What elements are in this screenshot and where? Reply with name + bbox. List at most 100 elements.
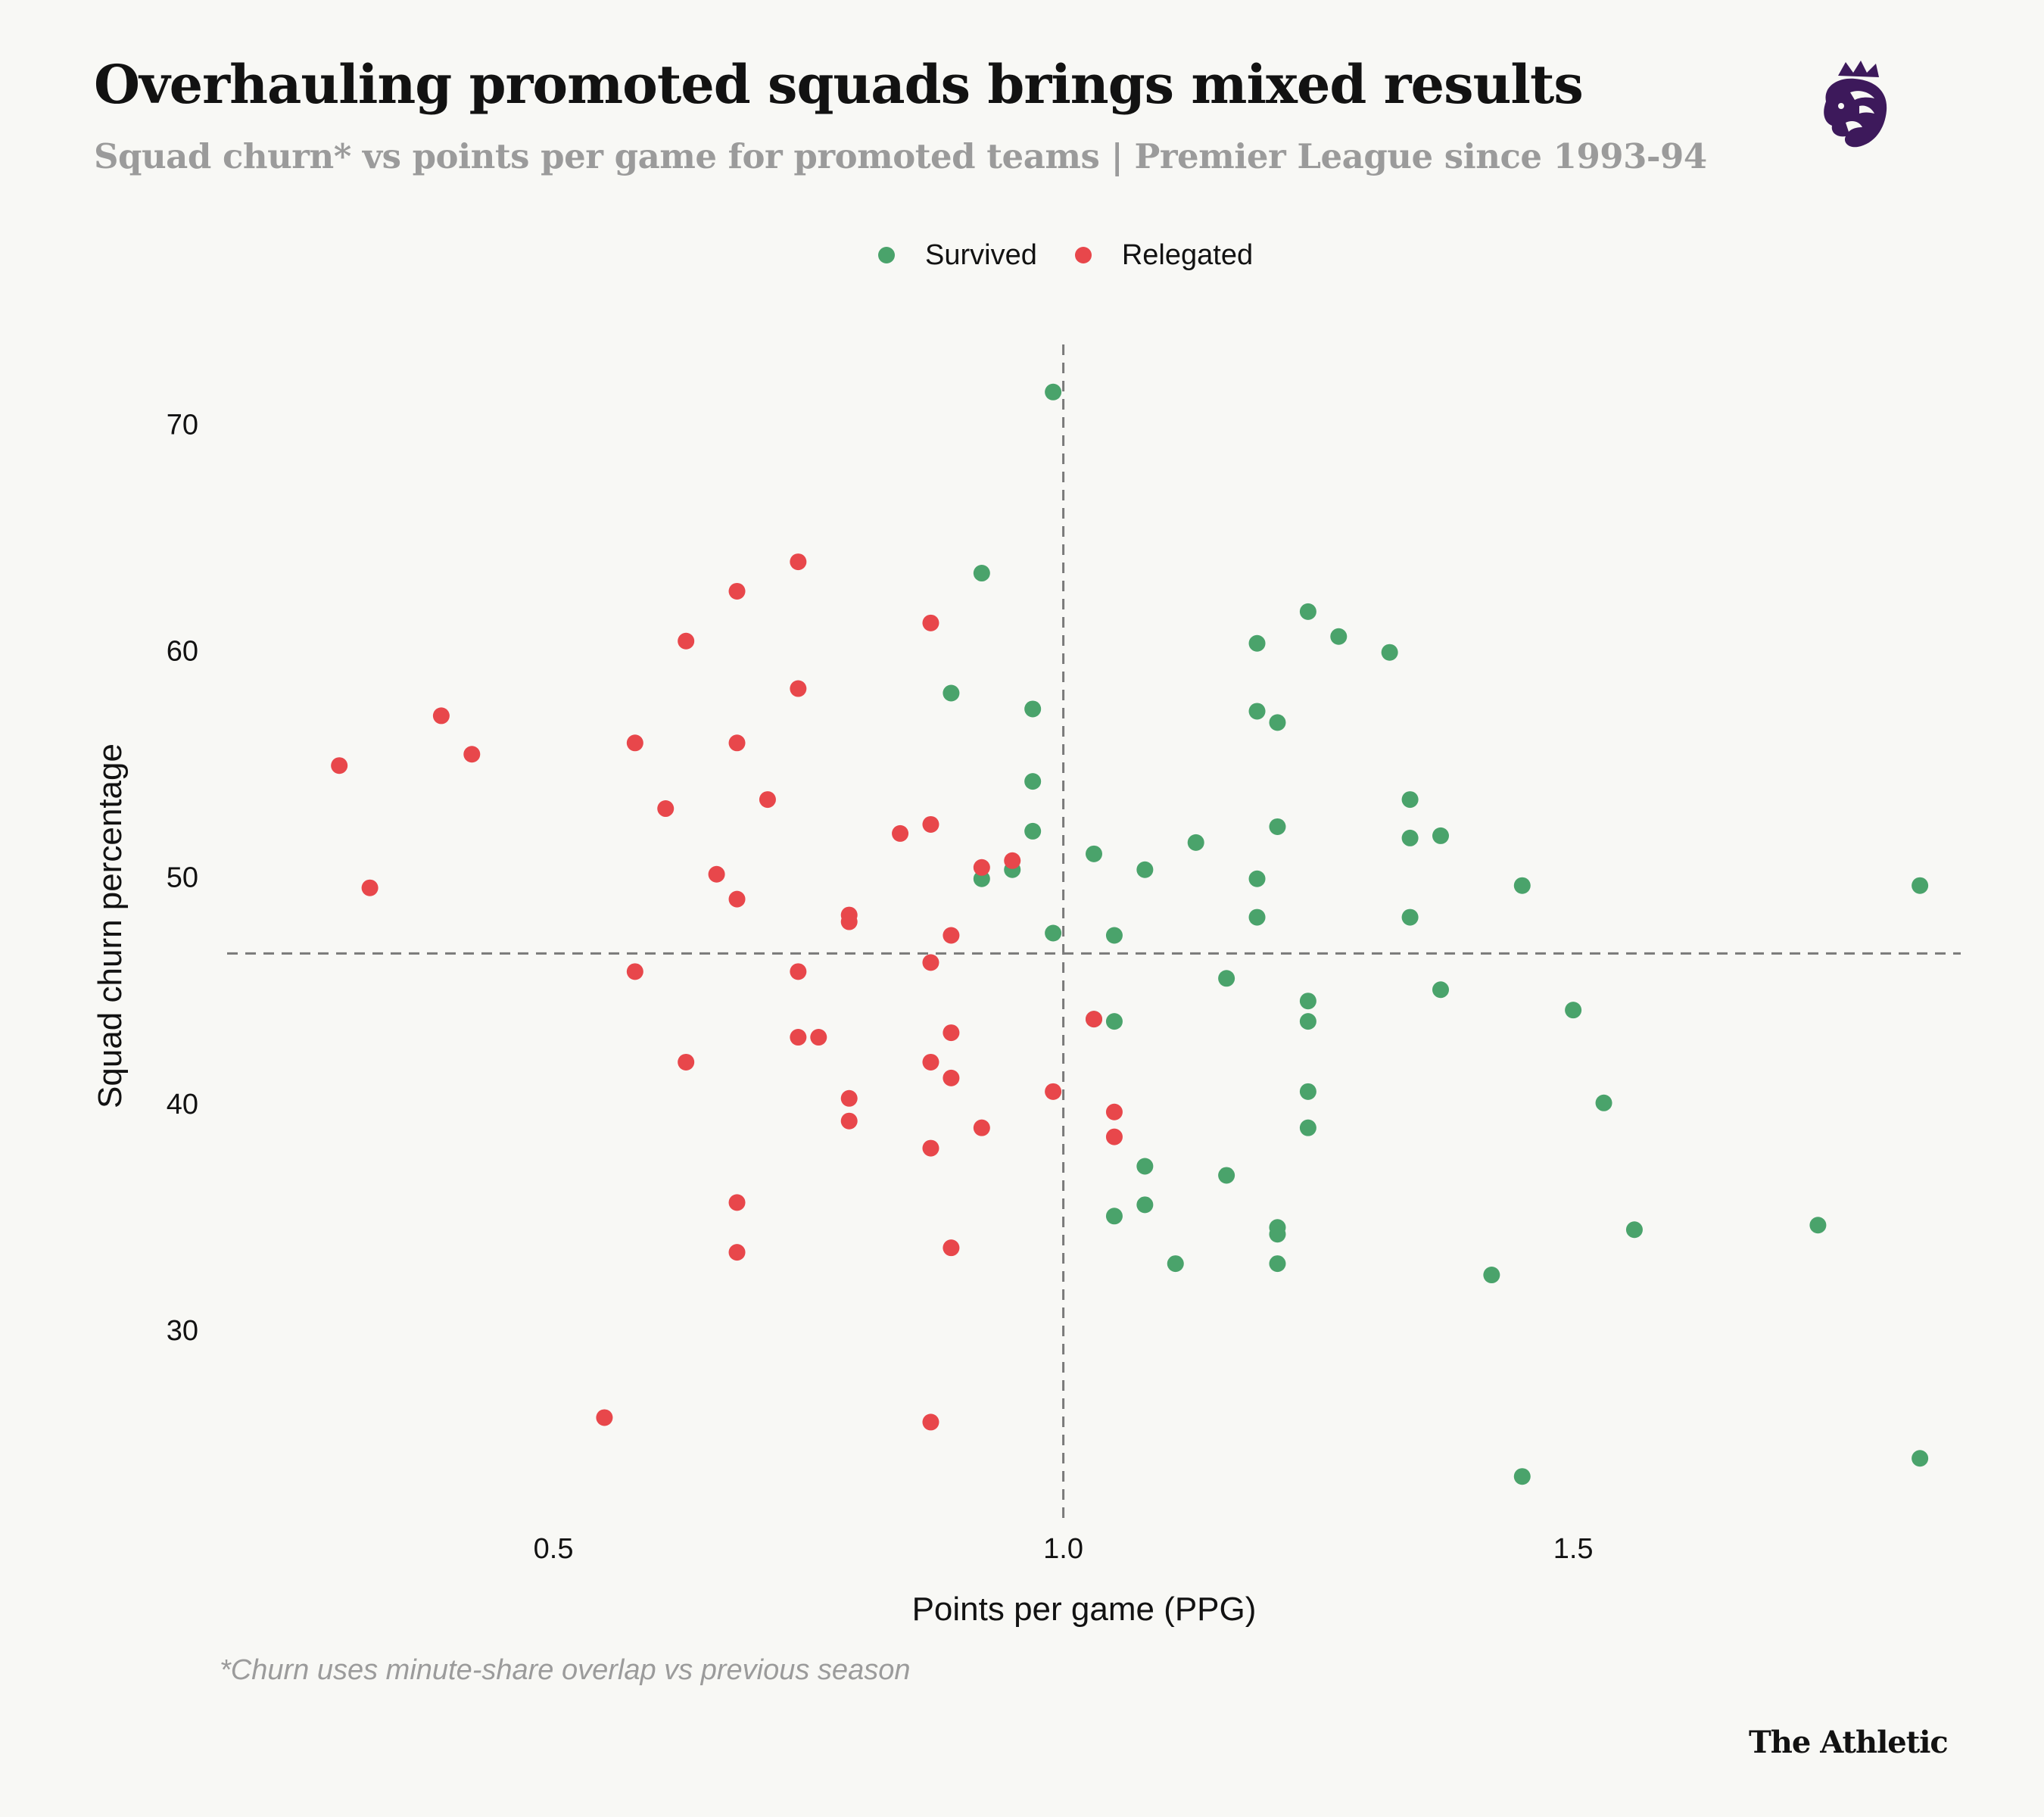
- point-survived: [1595, 1094, 1612, 1111]
- point-survived: [1086, 845, 1102, 862]
- point-relegated: [943, 1069, 960, 1086]
- point-relegated: [922, 1413, 939, 1431]
- reference-lines: [227, 344, 1961, 1522]
- point-relegated: [1105, 1103, 1123, 1120]
- point-relegated: [331, 757, 348, 774]
- legend-item-survived: Survived: [878, 239, 1037, 272]
- point-relegated: [810, 1029, 827, 1046]
- point-relegated: [361, 879, 379, 896]
- point-relegated: [922, 614, 939, 631]
- point-survived: [1105, 927, 1123, 944]
- y-tick-label: 60: [167, 636, 198, 668]
- point-relegated: [922, 954, 939, 971]
- point-relegated: [1045, 1083, 1062, 1100]
- point-relegated: [973, 1119, 990, 1136]
- point-survived: [1136, 1158, 1154, 1175]
- point-relegated: [463, 746, 481, 763]
- point-relegated: [728, 1194, 746, 1211]
- legend-label-relegated: Relegated: [1121, 238, 1254, 271]
- point-survived: [1381, 644, 1398, 661]
- point-relegated: [840, 1089, 858, 1107]
- point-relegated: [728, 734, 746, 752]
- data-points: [331, 383, 1929, 1485]
- point-relegated: [922, 815, 939, 833]
- legend-item-relegated: Relegated: [1074, 238, 1254, 272]
- point-survived: [1248, 870, 1266, 887]
- point-survived: [1432, 827, 1449, 844]
- point-survived: [1330, 628, 1348, 645]
- point-survived: [1299, 1013, 1316, 1030]
- point-relegated: [678, 1053, 695, 1071]
- y-axis-label: Squad churn percentage: [92, 743, 129, 1108]
- point-relegated: [790, 680, 807, 697]
- chart-subtitle: Squad churn* vs points per game for prom…: [94, 136, 1707, 176]
- point-survived: [1045, 383, 1062, 400]
- point-relegated: [708, 865, 725, 883]
- point-relegated: [626, 734, 643, 752]
- y-tick-label: 30: [167, 1315, 198, 1347]
- point-relegated: [943, 927, 960, 944]
- point-survived: [1218, 970, 1235, 987]
- point-survived: [1105, 1013, 1123, 1030]
- point-survived: [1401, 791, 1419, 809]
- point-survived: [1045, 924, 1062, 942]
- point-survived: [1432, 981, 1449, 999]
- point-survived: [1809, 1217, 1827, 1234]
- point-survived: [1248, 634, 1266, 652]
- point-survived: [1912, 877, 1929, 894]
- point-relegated: [840, 913, 858, 930]
- y-tick-label: 70: [167, 410, 198, 441]
- point-survived: [1167, 1255, 1184, 1273]
- point-relegated: [678, 632, 695, 650]
- y-axis-ticks: 30 40 50 60 70: [167, 410, 198, 1347]
- point-survived: [1136, 861, 1154, 878]
- point-survived: [1136, 1196, 1154, 1214]
- x-axis-ticks: 0.5 1.0 1.5: [534, 1533, 1594, 1565]
- point-relegated: [973, 859, 990, 876]
- point-survived: [1248, 703, 1266, 720]
- legend-marker-relegated: [1074, 247, 1092, 263]
- point-relegated: [922, 1053, 939, 1071]
- point-relegated: [922, 1139, 939, 1157]
- point-relegated: [728, 890, 746, 908]
- point-survived: [1912, 1450, 1929, 1467]
- x-tick-label: 1.0: [1043, 1533, 1083, 1565]
- premier-league-lion-icon: [1824, 61, 1887, 148]
- point-relegated: [728, 1244, 746, 1261]
- point-relegated: [657, 800, 675, 818]
- point-survived: [1269, 1226, 1286, 1243]
- chart-legend: Survived Relegated: [878, 236, 1291, 274]
- point-survived: [973, 565, 990, 582]
- point-relegated: [596, 1409, 613, 1426]
- point-relegated: [943, 1239, 960, 1257]
- legend-marker-survived: [878, 247, 895, 263]
- point-survived: [1299, 603, 1316, 620]
- point-survived: [1513, 1468, 1531, 1485]
- point-survived: [1024, 700, 1042, 718]
- point-relegated: [1086, 1011, 1102, 1028]
- point-relegated: [790, 1029, 807, 1046]
- point-survived: [1483, 1267, 1500, 1284]
- point-relegated: [840, 1112, 858, 1130]
- point-survived: [1299, 993, 1316, 1010]
- point-survived: [1024, 822, 1042, 840]
- point-survived: [1269, 818, 1286, 835]
- point-survived: [1269, 1255, 1286, 1273]
- y-tick-label: 50: [167, 862, 198, 894]
- point-survived: [1299, 1083, 1316, 1100]
- point-survived: [1269, 714, 1286, 731]
- point-relegated: [1105, 1128, 1123, 1145]
- chart-title: Overhauling promoted squads brings mixed…: [94, 53, 1584, 116]
- point-survived: [1105, 1208, 1123, 1225]
- x-tick-label: 0.5: [534, 1533, 574, 1565]
- brand-wordmark: The Athletic: [1749, 1725, 1949, 1760]
- point-relegated: [943, 1024, 960, 1042]
- point-survived: [1218, 1167, 1235, 1184]
- point-survived: [1248, 908, 1266, 926]
- point-relegated: [626, 963, 643, 980]
- point-survived: [1401, 829, 1419, 846]
- point-survived: [1513, 877, 1531, 894]
- point-survived: [943, 684, 960, 702]
- point-survived: [1625, 1221, 1643, 1239]
